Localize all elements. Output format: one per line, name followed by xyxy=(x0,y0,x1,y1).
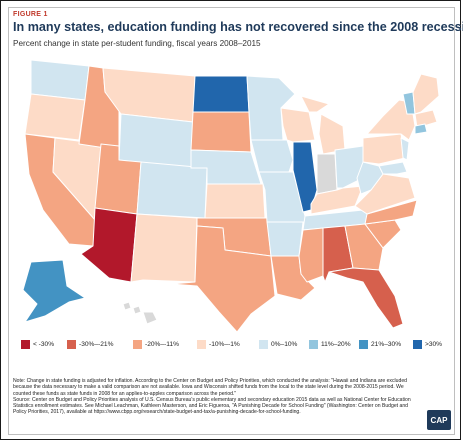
legend-label: 0%–10% xyxy=(271,340,298,348)
state-washington xyxy=(30,59,90,101)
legend-label: >30% xyxy=(425,340,443,348)
legend-label: -20%–-11% xyxy=(145,340,179,348)
state-minnesota xyxy=(246,75,296,141)
legend-item: -20%–-11% xyxy=(133,338,179,350)
state-south-dakota xyxy=(190,111,252,153)
legend-swatch xyxy=(259,339,268,349)
state-pennsylvania xyxy=(362,133,406,165)
legend-swatch xyxy=(133,339,142,349)
state-new-england xyxy=(412,73,440,129)
state-indiana xyxy=(316,153,338,195)
figure-subtitle: Percent change in state per-student fund… xyxy=(13,39,261,48)
state-north-dakota xyxy=(192,75,250,113)
state-new-jersey xyxy=(400,137,410,161)
state-wyoming xyxy=(118,113,194,169)
legend-label: -10%–-1% xyxy=(209,340,240,348)
state-north-carolina xyxy=(364,199,418,225)
legend-item: -10%–-1% xyxy=(197,338,240,350)
state-kentucky xyxy=(310,185,364,215)
legend-item: -30%–-21% xyxy=(67,338,113,350)
state-alaska xyxy=(22,259,86,323)
legend-label: < -30% xyxy=(33,340,55,348)
legend-label: 21%–30% xyxy=(371,340,402,348)
state-oregon xyxy=(24,93,86,141)
legend-swatch xyxy=(67,339,76,349)
legend-swatch xyxy=(21,339,30,349)
note-text: Note: Change in state funding is adjuste… xyxy=(13,378,407,397)
legend-item: >30% xyxy=(413,338,442,350)
legend-label: 11%–20% xyxy=(321,340,351,348)
state-florida xyxy=(328,267,404,329)
state-maryland xyxy=(378,161,408,175)
legend-swatch xyxy=(309,339,318,349)
state-iowa xyxy=(250,139,294,173)
figure-panel: FIGURE 1 In many states, education fundi… xyxy=(8,7,463,435)
us-choropleth-map xyxy=(22,59,440,332)
legend-swatch xyxy=(413,339,422,349)
legend-item: 0%–10% xyxy=(259,338,297,350)
legend-label: -30%–-21% xyxy=(79,340,114,348)
figure-label: FIGURE 1 xyxy=(13,11,48,18)
figure-title: In many states, education funding has no… xyxy=(13,20,463,34)
legend-swatch xyxy=(197,339,206,349)
state-new-mexico xyxy=(130,213,198,283)
source-text: Source: Center on Budget and Policy Prio… xyxy=(13,396,411,416)
legend-item: < -30% xyxy=(21,338,54,350)
legend-item: 11%–20% xyxy=(309,338,351,350)
figure-notes: Note: Change in state funding is adjuste… xyxy=(13,378,413,416)
map-legend: < -30% -30%–-21% -20%–-11% -10%–-1% 0%–10% 11… xyxy=(15,338,451,352)
state-texas xyxy=(170,225,276,332)
state-arkansas xyxy=(266,221,304,257)
state-colorado xyxy=(136,161,208,219)
cap-logo: CAP xyxy=(427,410,451,430)
state-connecticut xyxy=(414,123,428,135)
state-mississippi xyxy=(298,227,324,283)
state-hawaii xyxy=(122,301,158,325)
legend-item: 21%–30% xyxy=(359,338,401,350)
legend-swatch xyxy=(359,339,368,349)
state-wisconsin xyxy=(280,107,316,143)
state-kansas xyxy=(204,183,266,219)
state-michigan xyxy=(300,95,346,155)
